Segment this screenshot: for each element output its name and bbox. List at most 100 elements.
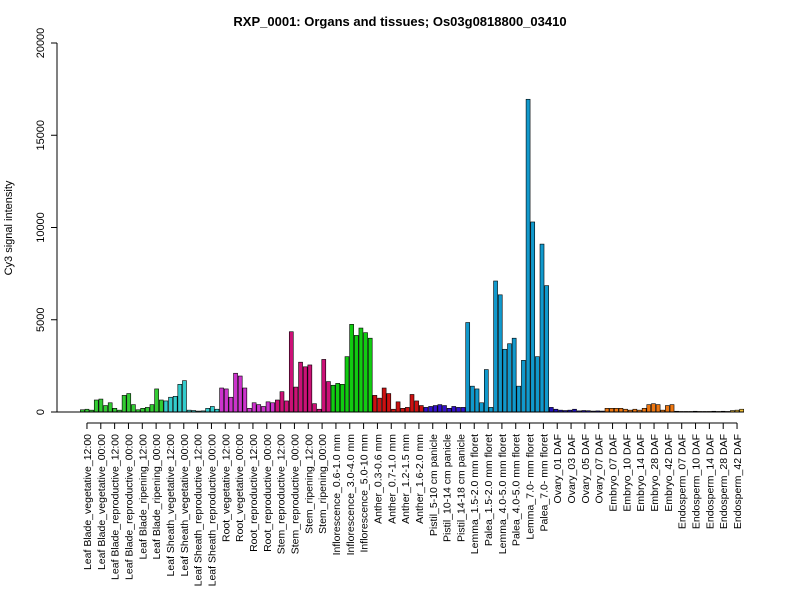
bar-10-2 bbox=[228, 396, 234, 413]
bar-27-0 bbox=[451, 406, 457, 413]
x-tick-label: Embryo_07 DAF bbox=[608, 434, 620, 512]
bar-5-2 bbox=[158, 399, 164, 413]
bar-18-1 bbox=[335, 383, 340, 413]
bar-26-2 bbox=[446, 408, 452, 413]
x-tick-label: Leaf Blade_vegetative_00:00 bbox=[96, 434, 108, 570]
bar-22-0 bbox=[381, 387, 387, 413]
bar-31-1 bbox=[511, 337, 517, 413]
bar-26-0 bbox=[437, 404, 443, 413]
bar-4-2 bbox=[145, 407, 150, 413]
bar-10-1 bbox=[223, 388, 229, 413]
x-tick-label: Inflorescence_3.0-4.0 mm bbox=[345, 434, 357, 556]
bar-33-2 bbox=[544, 285, 549, 413]
bar-9-1 bbox=[210, 406, 215, 413]
x-tick-label: Anther_0.3-0.6 mm bbox=[372, 434, 384, 524]
x-tick-label: Ovary_03 DAF bbox=[566, 434, 578, 503]
bar-22-1 bbox=[386, 393, 392, 413]
x-tick-label: Lemma_4.0-5.0 mm floret bbox=[497, 434, 509, 554]
bar-12-2 bbox=[256, 404, 262, 413]
y-tick-label: 10000 bbox=[35, 212, 47, 243]
bar-15-2 bbox=[298, 361, 303, 413]
bar-20-0 bbox=[358, 327, 364, 413]
bar-12-1 bbox=[251, 402, 257, 413]
bar-31-2 bbox=[516, 385, 522, 413]
bar-24-0 bbox=[409, 394, 415, 413]
bar-13-1 bbox=[265, 401, 271, 413]
x-tick-label: Leaf Blade_reproductive_12:00 bbox=[110, 434, 122, 580]
x-tick-label: Stem_ripening_00:00 bbox=[317, 434, 329, 534]
bar-1-0 bbox=[93, 399, 99, 413]
x-tick-label: Ovary_07 DAF bbox=[594, 434, 606, 503]
x-tick-label: Leaf Blade_vegetative_12:00 bbox=[82, 434, 94, 570]
bar-2-0 bbox=[107, 402, 113, 413]
bar-26-1 bbox=[442, 405, 447, 413]
bar-10-0 bbox=[219, 387, 224, 413]
bar-16-2 bbox=[312, 403, 317, 413]
x-tick-label: Palea_4.0-5.0 mm floret bbox=[511, 434, 523, 546]
x-tick-label: Pistil_14-18 cm panicle bbox=[455, 434, 467, 542]
bar-27-2 bbox=[460, 407, 466, 413]
x-tick-label: Lemma_1.5-2.0 mm floret bbox=[469, 434, 481, 554]
x-tick-label: Anther_1.2-1.5 mm bbox=[400, 434, 412, 524]
bar-24-1 bbox=[414, 400, 419, 413]
bar-5-0 bbox=[149, 404, 155, 413]
x-tick-label: Ovary_01 DAF bbox=[552, 434, 564, 503]
x-tick-label: Embryo_14 DAF bbox=[635, 434, 647, 512]
x-tick-label: Leaf Blade_reproductive_00:00 bbox=[123, 434, 135, 580]
bar-19-1 bbox=[349, 324, 354, 413]
bar-33-1 bbox=[539, 243, 545, 413]
x-tick-label: Leaf Sheath_reproductive_12:00 bbox=[193, 434, 205, 587]
bar-27-1 bbox=[456, 407, 461, 413]
bar-7-0 bbox=[177, 384, 183, 413]
bar-32-1 bbox=[525, 98, 531, 413]
bar-32-0 bbox=[521, 360, 526, 413]
x-tick-label: Pistil_10-14 cm panicle bbox=[442, 434, 454, 542]
bar-29-2 bbox=[488, 407, 494, 413]
bar-2-1 bbox=[112, 408, 118, 413]
bar-38-1 bbox=[609, 408, 614, 413]
x-tick-label: Stem_reproductive_12:00 bbox=[276, 434, 288, 554]
y-tick-label: 20000 bbox=[35, 28, 47, 59]
bar-16-0 bbox=[302, 366, 308, 413]
bar-18-2 bbox=[340, 384, 345, 413]
bar-11-2 bbox=[242, 387, 248, 413]
x-tick-label: Leaf Sheath_vegetative_12:00 bbox=[165, 434, 177, 577]
x-tick-label: Stem_ripening_12:00 bbox=[303, 434, 315, 534]
x-tick-label: Embryo_28 DAF bbox=[649, 434, 661, 512]
x-tick-label: Leaf Blade_ripening_00:00 bbox=[151, 434, 163, 560]
bar-19-2 bbox=[353, 335, 359, 413]
bar-3-1 bbox=[126, 393, 132, 413]
bar-23-2 bbox=[405, 407, 410, 413]
bar-30-1 bbox=[497, 294, 503, 413]
bar-14-0 bbox=[275, 399, 280, 413]
bar-13-0 bbox=[261, 406, 266, 413]
x-tick-label: Endosperm_42 DAF bbox=[732, 434, 744, 529]
x-tick-label: Endosperm_10 DAF bbox=[691, 434, 703, 529]
x-axis: Leaf Blade_vegetative_12:00 Leaf Blade_ve… bbox=[82, 422, 744, 587]
bar-38-2 bbox=[614, 408, 619, 413]
bar-25-2 bbox=[432, 405, 438, 413]
bar-34-0 bbox=[548, 407, 554, 413]
x-tick-label: Ovary_05 DAF bbox=[580, 434, 592, 503]
bar-33-0 bbox=[535, 356, 540, 413]
x-tick-label: Leaf Sheath_reproductive_00:00 bbox=[206, 434, 218, 587]
y-tick-label: 15000 bbox=[35, 120, 47, 151]
bar-41-0 bbox=[646, 404, 652, 413]
bar-20-1 bbox=[363, 332, 368, 413]
bar-12-0 bbox=[247, 408, 252, 413]
x-tick-label: Embryo_42 DAF bbox=[663, 434, 675, 512]
bar-20-2 bbox=[367, 337, 373, 413]
bar-39-0 bbox=[618, 408, 624, 413]
bar-6-1 bbox=[168, 396, 173, 413]
x-tick-label: Root_reproductive_12:00 bbox=[248, 434, 260, 552]
bar-15-1 bbox=[293, 386, 299, 413]
bar-41-1 bbox=[651, 403, 656, 413]
bar-30-2 bbox=[502, 348, 508, 413]
bar-7-1 bbox=[182, 380, 187, 413]
x-tick-label: Pistil_5-10 cm panicle bbox=[428, 434, 440, 536]
y-tick-label: 5000 bbox=[35, 308, 47, 332]
x-tick-label: Anther_1.6-2.0 mm bbox=[414, 434, 426, 524]
x-tick-label: Endosperm_28 DAF bbox=[718, 434, 730, 529]
bar-24-2 bbox=[418, 405, 424, 413]
